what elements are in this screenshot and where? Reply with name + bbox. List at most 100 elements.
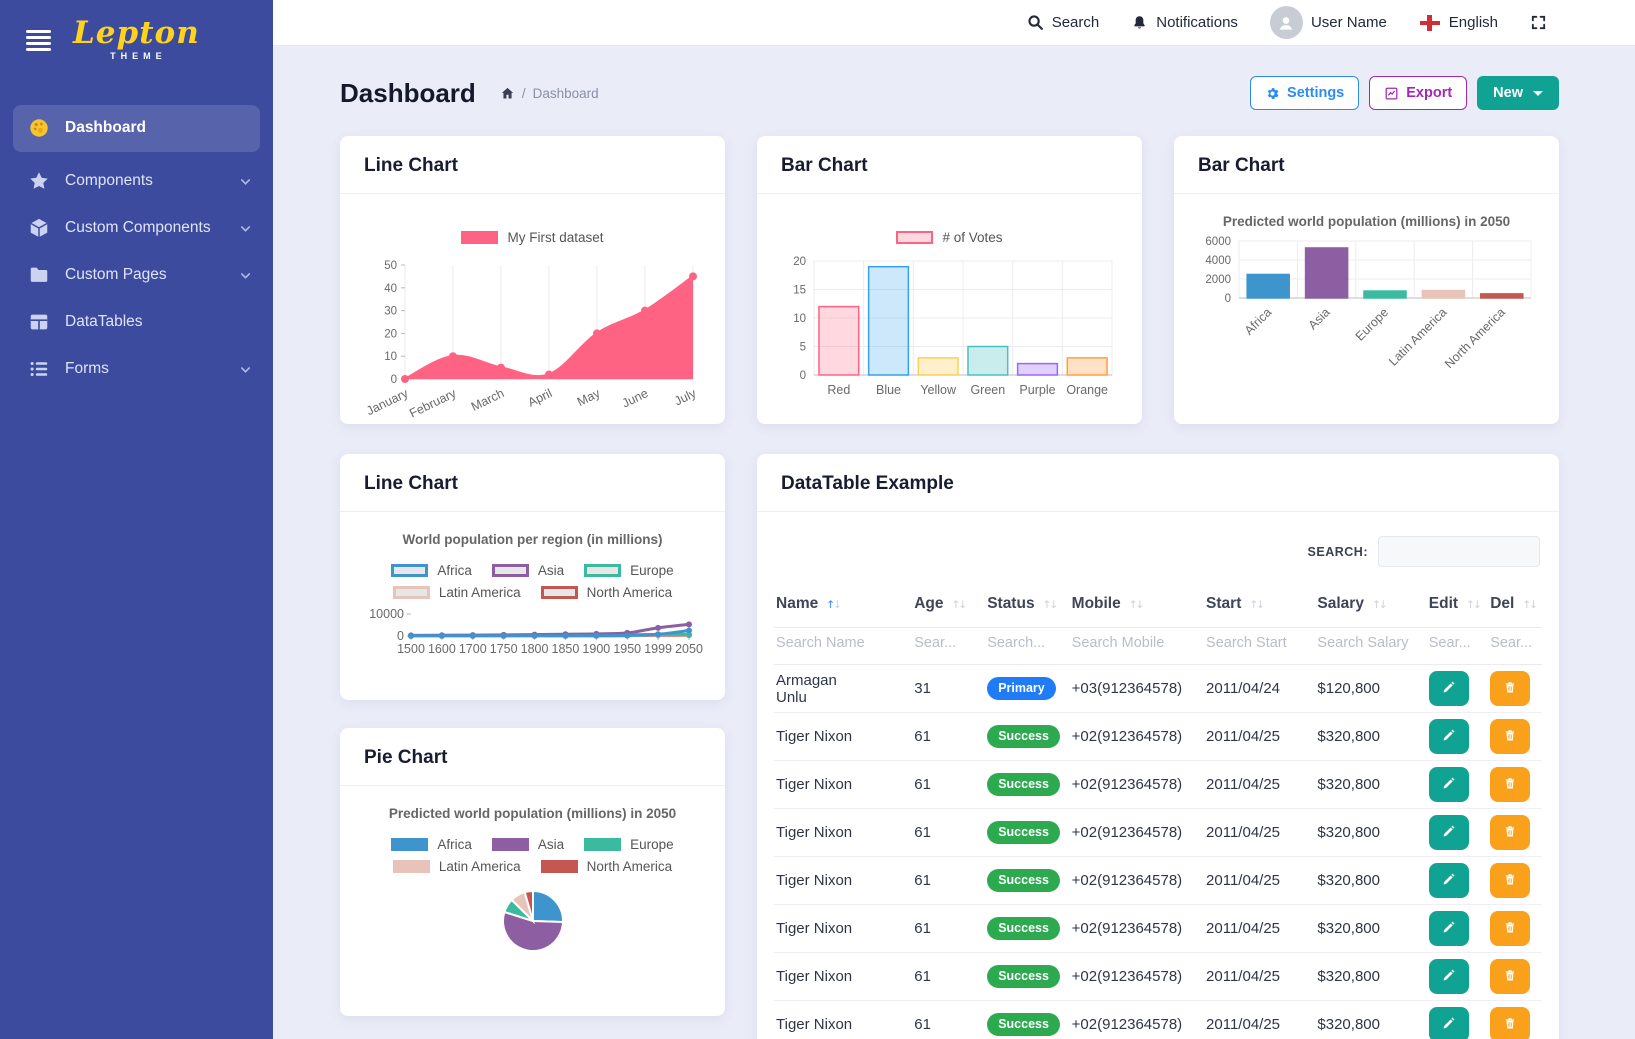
cell-del bbox=[1488, 760, 1542, 809]
column-header-edit[interactable]: Edit ↑↓ bbox=[1426, 583, 1489, 628]
column-label: Status bbox=[987, 595, 1035, 612]
cell-salary: $320,800 bbox=[1315, 808, 1427, 857]
topbar-user[interactable]: User Name bbox=[1269, 6, 1387, 39]
filter-input-mobile[interactable] bbox=[1071, 635, 1196, 651]
column-header-del[interactable]: Del ↑↓ bbox=[1488, 583, 1542, 628]
legend-item[interactable]: Africa bbox=[391, 563, 472, 578]
svg-text:30: 30 bbox=[384, 306, 397, 318]
filter-input-edit[interactable] bbox=[1428, 635, 1484, 651]
legend-item[interactable]: Europe bbox=[584, 837, 674, 852]
sidebar-item-custom-pages[interactable]: Custom Pages bbox=[0, 252, 273, 299]
column-header-age[interactable]: Age ↑↓ bbox=[912, 583, 986, 628]
sidebar-item-components[interactable]: Components bbox=[0, 158, 273, 205]
export-button[interactable]: Export bbox=[1369, 76, 1468, 110]
column-header-status[interactable]: Status ↑↓ bbox=[985, 583, 1070, 628]
card-title: Line Chart bbox=[340, 136, 725, 194]
topbar-search[interactable]: Search bbox=[1027, 14, 1099, 31]
cell-salary: $120,800 bbox=[1315, 664, 1427, 713]
legend-item[interactable]: Europe bbox=[584, 563, 674, 578]
filter-input-status[interactable] bbox=[987, 635, 1064, 651]
cell-start: 2011/04/25 bbox=[1204, 952, 1316, 1001]
table-filter-row bbox=[774, 627, 1542, 665]
trash-icon bbox=[1503, 920, 1517, 938]
chart-title: Predicted world population (millions) in… bbox=[388, 806, 677, 821]
legend-item[interactable]: Asia bbox=[491, 837, 564, 852]
legend-label: Africa bbox=[437, 837, 472, 852]
edit-button[interactable] bbox=[1428, 863, 1469, 898]
line-chart-regions-card: Line Chart World population per region (… bbox=[340, 454, 725, 700]
legend-item[interactable]: Latin America bbox=[392, 585, 521, 600]
delete-button[interactable] bbox=[1490, 719, 1531, 754]
legend-item[interactable]: My First dataset bbox=[461, 230, 604, 245]
topbar-notifications[interactable]: Notifications bbox=[1131, 14, 1238, 32]
legend-item[interactable]: North America bbox=[540, 585, 672, 600]
delete-button[interactable] bbox=[1490, 671, 1531, 706]
sidebar-item-datatables[interactable]: DataTables bbox=[0, 299, 273, 346]
datatable-search-input[interactable] bbox=[1378, 536, 1540, 567]
main-content: Dashboard / Dashboard Settings Export Ne… bbox=[273, 46, 1635, 1039]
svg-text:North America: North America bbox=[1442, 305, 1508, 371]
edit-button[interactable] bbox=[1428, 671, 1469, 706]
cell-mobile: +02(912364578) bbox=[1069, 760, 1205, 809]
app-logo[interactable]: Lepton THEME bbox=[73, 18, 200, 61]
menu-toggle-icon[interactable] bbox=[26, 29, 51, 51]
edit-button[interactable] bbox=[1428, 719, 1469, 754]
sidebar: Lepton THEME Dashboard Components Custom C… bbox=[0, 0, 273, 1039]
sidebar-item-dashboard[interactable]: Dashboard bbox=[13, 104, 260, 152]
filter-input-name[interactable] bbox=[776, 635, 904, 651]
chart-export-icon bbox=[1385, 87, 1398, 99]
svg-text:1500: 1500 bbox=[397, 642, 425, 656]
settings-label: Settings bbox=[1287, 85, 1345, 101]
delete-button[interactable] bbox=[1490, 959, 1531, 994]
trash-icon bbox=[1503, 968, 1517, 986]
column-header-mobile[interactable]: Mobile ↑↓ bbox=[1069, 583, 1205, 628]
home-icon[interactable] bbox=[500, 86, 515, 101]
filter-cell bbox=[912, 627, 986, 665]
filter-input-salary[interactable] bbox=[1317, 635, 1420, 651]
legend-item[interactable]: Africa bbox=[391, 837, 472, 852]
legend-item[interactable]: Asia bbox=[491, 563, 564, 578]
column-header-name[interactable]: Name ↑↓ bbox=[774, 583, 913, 628]
legend-swatch bbox=[392, 860, 430, 873]
legend-swatch bbox=[491, 564, 529, 577]
pie-chart-canvas: Predicted world population (millions) in… bbox=[340, 786, 725, 960]
data-table: Name ↑↓ Age ↑↓ Status ↑↓ Mobile ↑↓ Start ↑↓ Salary… bbox=[774, 583, 1542, 1039]
column-header-start[interactable]: Start ↑↓ bbox=[1204, 583, 1316, 628]
edit-button[interactable] bbox=[1428, 1007, 1469, 1039]
edit-button[interactable] bbox=[1428, 959, 1469, 994]
cell-edit bbox=[1426, 1000, 1489, 1039]
legend-item[interactable]: # of Votes bbox=[896, 230, 1003, 245]
delete-button[interactable] bbox=[1490, 815, 1531, 850]
edit-button[interactable] bbox=[1428, 767, 1469, 802]
filter-cell bbox=[1069, 627, 1205, 665]
filter-input-start[interactable] bbox=[1206, 635, 1309, 651]
fullscreen-button[interactable] bbox=[1530, 14, 1547, 31]
filter-input-age[interactable] bbox=[914, 635, 980, 651]
legend-item[interactable]: North America bbox=[540, 859, 672, 874]
settings-button[interactable]: Settings bbox=[1250, 76, 1360, 110]
column-label: Start bbox=[1206, 595, 1242, 612]
trash-icon bbox=[1503, 728, 1517, 746]
cell-start: 2011/04/25 bbox=[1204, 856, 1316, 905]
column-header-salary[interactable]: Salary ↑↓ bbox=[1315, 583, 1427, 628]
legend-item[interactable]: Latin America bbox=[392, 859, 521, 874]
delete-button[interactable] bbox=[1490, 911, 1531, 946]
delete-button[interactable] bbox=[1490, 863, 1531, 898]
delete-button[interactable] bbox=[1490, 767, 1531, 802]
sidebar-item-custom-components[interactable]: Custom Components bbox=[0, 205, 273, 252]
svg-text:June: June bbox=[619, 386, 650, 410]
svg-text:0: 0 bbox=[799, 370, 805, 382]
edit-button[interactable] bbox=[1428, 815, 1469, 850]
cell-salary: $320,800 bbox=[1315, 1000, 1427, 1039]
cell-salary: $320,800 bbox=[1315, 760, 1427, 809]
cell-age: 61 bbox=[912, 856, 986, 905]
sidebar-item-forms[interactable]: Forms bbox=[0, 346, 273, 393]
filter-input-del[interactable] bbox=[1490, 635, 1538, 651]
edit-button[interactable] bbox=[1428, 911, 1469, 946]
delete-button[interactable] bbox=[1490, 1007, 1531, 1039]
cell-salary: $320,800 bbox=[1315, 856, 1427, 905]
new-button[interactable]: New bbox=[1477, 76, 1559, 110]
breadcrumb-sep: / bbox=[521, 85, 526, 101]
table-row: Tiger Nixon 61 Success +02(912364578) 2011/0… bbox=[774, 952, 1542, 1001]
topbar-language[interactable]: English bbox=[1419, 14, 1498, 32]
